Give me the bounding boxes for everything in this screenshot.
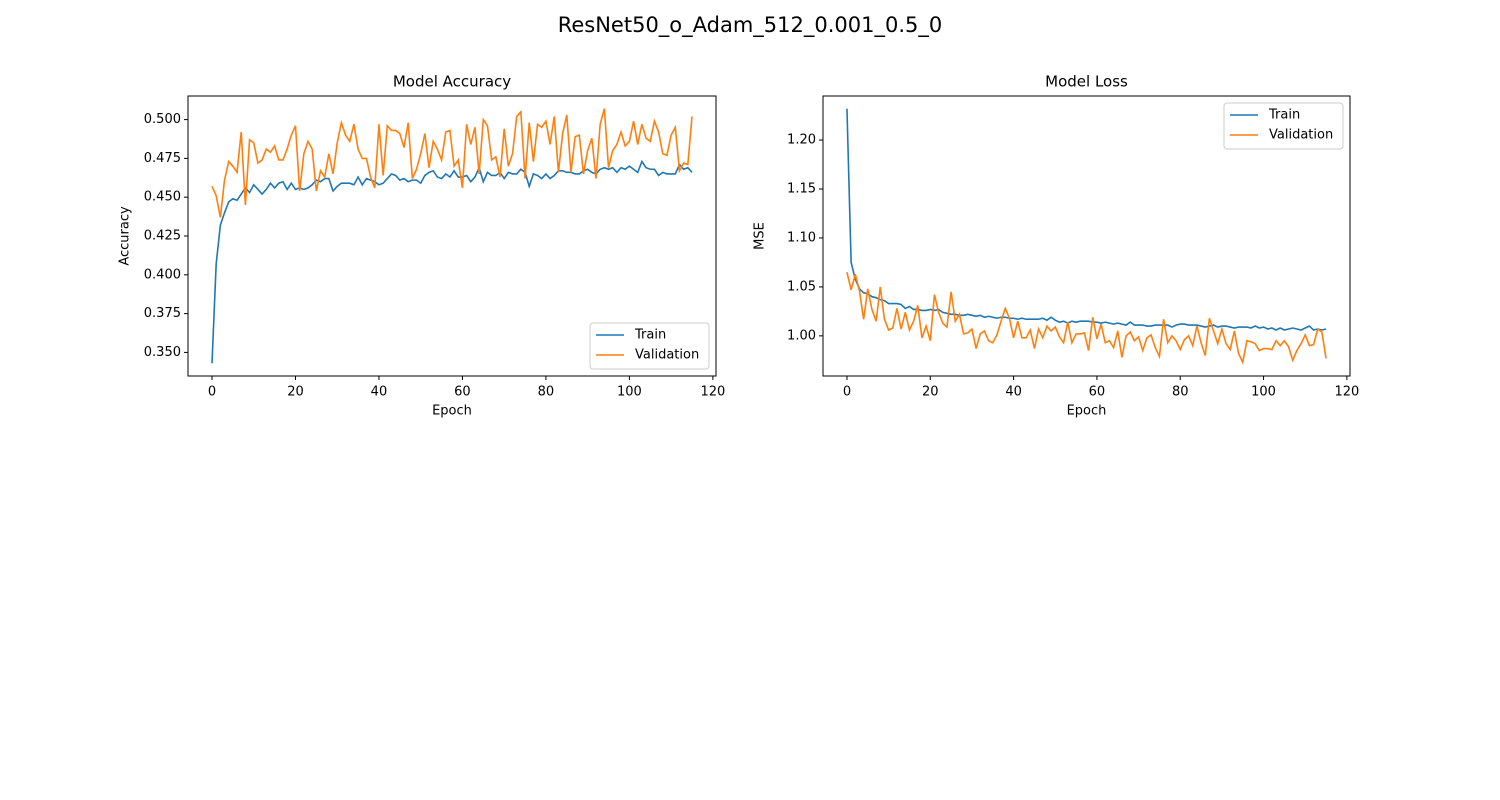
legend-label: Validation xyxy=(635,348,699,363)
y-axis-label: Accuracy xyxy=(118,206,133,266)
y-tick-label: 1.20 xyxy=(787,133,816,148)
y-tick-label: 1.00 xyxy=(787,328,816,343)
y-tick-label: 1.10 xyxy=(787,230,816,245)
y-tick-label: 0.500 xyxy=(144,112,181,127)
x-tick-label: 100 xyxy=(1251,385,1276,400)
x-tick-label: 60 xyxy=(454,385,471,400)
x-tick-label: 120 xyxy=(1334,385,1359,400)
x-tick-label: 80 xyxy=(1172,385,1189,400)
y-axis-label: MSE xyxy=(753,222,768,250)
data-line xyxy=(211,159,693,364)
figure-title: ResNet50_o_Adam_512_0.001_0.5_0 xyxy=(558,13,943,38)
x-tick-label: 0 xyxy=(843,385,851,400)
axes-frame xyxy=(822,95,1351,377)
x-tick-label: 40 xyxy=(371,385,388,400)
y-tick-label: 0.425 xyxy=(144,229,181,244)
data-line xyxy=(211,108,693,218)
data-line xyxy=(846,108,1327,331)
x-tick-label: 100 xyxy=(617,385,642,400)
y-tick-label: 0.400 xyxy=(144,267,181,282)
data-line xyxy=(846,272,1327,365)
axes-title: Model Loss xyxy=(1045,73,1128,91)
y-tick-label: 0.450 xyxy=(144,190,181,205)
x-tick-label: 80 xyxy=(538,385,555,400)
x-tick-label: 120 xyxy=(700,385,725,400)
x-axis-label: Epoch xyxy=(1067,404,1107,419)
y-tick-label: 0.475 xyxy=(144,151,181,166)
legend-label: Train xyxy=(1268,108,1300,123)
x-tick-label: 60 xyxy=(1089,385,1106,400)
y-tick-label: 1.15 xyxy=(787,182,816,197)
x-tick-label: 20 xyxy=(922,385,939,400)
x-axis-label: Epoch xyxy=(432,404,472,419)
x-tick-label: 40 xyxy=(1005,385,1022,400)
y-tick-label: 1.05 xyxy=(787,279,816,294)
y-tick-label: 0.375 xyxy=(144,306,181,321)
legend-label: Train xyxy=(634,328,666,343)
axes-frame xyxy=(187,95,717,377)
x-tick-label: 0 xyxy=(208,385,216,400)
y-tick-label: 0.350 xyxy=(144,345,181,360)
x-tick-label: 20 xyxy=(287,385,304,400)
axes-title: Model Accuracy xyxy=(393,73,511,91)
legend-label: Validation xyxy=(1269,128,1333,143)
